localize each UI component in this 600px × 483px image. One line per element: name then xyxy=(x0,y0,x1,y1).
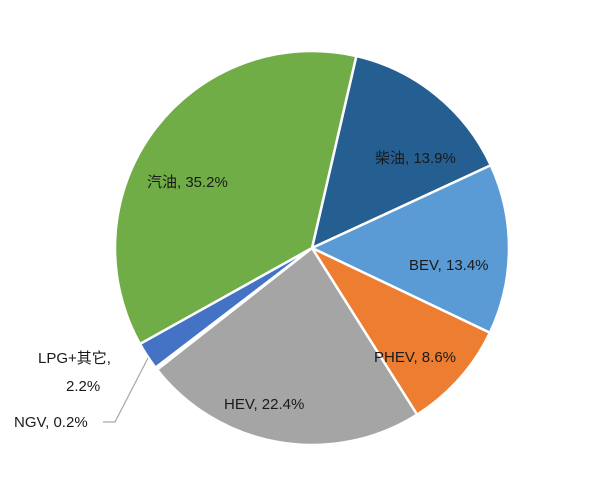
ngv-leader-line xyxy=(103,357,149,423)
pie-slices xyxy=(113,49,511,447)
label-gasoline: 汽油, 35.2% xyxy=(147,174,228,191)
label-diesel: 柴油, 13.9% xyxy=(375,150,456,167)
pie-slice-2 xyxy=(308,245,492,417)
label-hev: HEV, 22.4% xyxy=(224,396,304,413)
label-lpg-line2: 2.2% xyxy=(66,378,100,395)
pie-slice-0 xyxy=(310,54,493,251)
pie-slice-1 xyxy=(309,163,511,335)
label-ngv: NGV, 0.2% xyxy=(14,414,88,431)
pie-slice-6 xyxy=(113,49,358,346)
label-phev: PHEV, 8.6% xyxy=(374,349,456,366)
label-lpg-line1: LPG+其它, xyxy=(38,349,111,367)
pie-slice-3 xyxy=(155,246,419,447)
label-bev: BEV, 13.4% xyxy=(409,257,489,274)
